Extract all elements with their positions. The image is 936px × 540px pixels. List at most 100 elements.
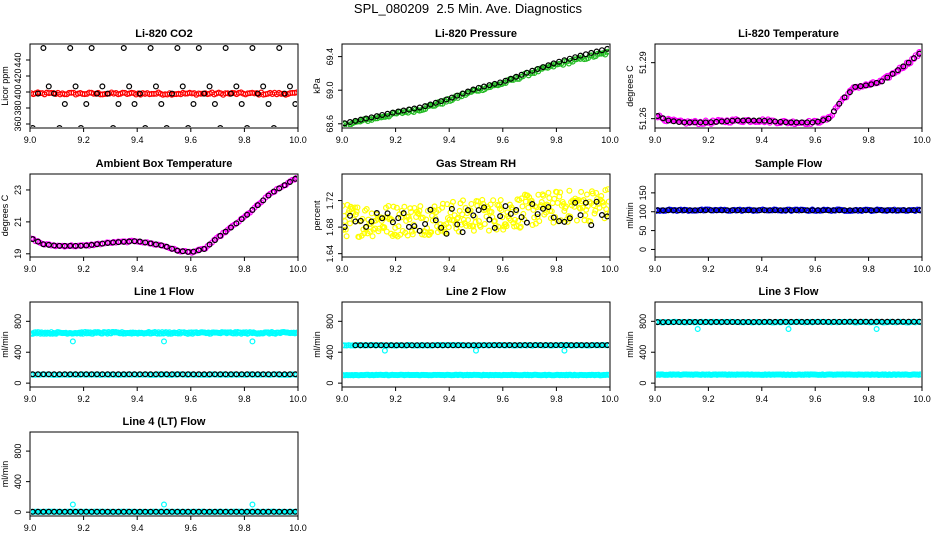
x-tick-label: 9.2 [702, 135, 715, 145]
data-point [401, 203, 408, 210]
data-point [161, 338, 168, 345]
data-point [473, 347, 480, 354]
data-point [589, 190, 596, 197]
y-axis-label: ml/min [625, 331, 635, 358]
data-point [523, 69, 530, 76]
x-tick-label: 9.4 [131, 523, 144, 533]
plot-frame [29, 301, 299, 388]
data-point [211, 237, 218, 244]
data-point [45, 241, 52, 248]
y-tick-label: 21 [13, 217, 23, 227]
data-point [294, 329, 297, 336]
data-point [588, 49, 595, 56]
data-point [408, 208, 415, 215]
x-tick-label: 10.0 [913, 264, 931, 274]
data-point [550, 219, 557, 226]
data-point [238, 216, 245, 223]
y-tick-label: 400 [13, 345, 23, 360]
data-point [536, 218, 543, 225]
points-sample-flow [656, 206, 921, 214]
series [656, 207, 921, 214]
data-point [292, 371, 297, 378]
series [381, 347, 568, 354]
data-point [459, 90, 466, 97]
data-point [40, 45, 47, 51]
data-point [539, 205, 546, 212]
data-point [529, 201, 536, 208]
data-point [573, 217, 580, 224]
x-tick-label: 9.8 [550, 394, 563, 404]
data-point [916, 207, 921, 214]
x-tick-label: 9.8 [238, 394, 251, 404]
data-point [466, 223, 473, 230]
series [31, 371, 297, 378]
data-point [599, 199, 606, 206]
data-point [448, 94, 455, 101]
y-tick-label: 51.29 [638, 51, 648, 74]
data-point [918, 371, 921, 378]
data-point [254, 202, 261, 209]
series [343, 198, 609, 237]
data-point [897, 207, 904, 214]
data-point [152, 241, 159, 248]
data-point [857, 83, 864, 90]
data-point [369, 233, 376, 240]
data-point [386, 216, 393, 223]
data-point [516, 224, 523, 231]
y-axis-label: percent [312, 200, 322, 231]
data-point [495, 223, 502, 230]
data-point [265, 100, 272, 107]
data-point [357, 116, 364, 123]
data-point [439, 204, 446, 211]
data-point [407, 205, 414, 212]
data-point [486, 82, 493, 89]
data-point [249, 338, 256, 345]
series [31, 175, 297, 255]
data-point [454, 214, 461, 221]
data-point [401, 342, 408, 349]
data-point [244, 211, 251, 218]
y-axis-label: ml/min [0, 331, 10, 358]
data-point [448, 205, 455, 212]
x-tick-label: 9.2 [702, 264, 715, 274]
data-point [131, 100, 138, 107]
data-point [916, 318, 921, 325]
data-point [529, 221, 536, 228]
y-tick-label: 1.72 [325, 192, 335, 210]
data-point [480, 200, 487, 207]
x-tick-label: 9.2 [77, 135, 90, 145]
data-point [136, 90, 143, 97]
data-point [563, 203, 570, 210]
x-tick-label: 9.2 [389, 264, 402, 274]
data-point [529, 67, 536, 74]
data-point [468, 342, 475, 349]
series [656, 50, 921, 126]
y-axis-label: kPa [312, 78, 322, 94]
data-point [427, 101, 434, 108]
panel-title: Line 3 Flow [759, 286, 819, 298]
data-point [161, 501, 168, 508]
data-point [206, 241, 213, 248]
plot-frame [29, 431, 299, 517]
data-point [497, 197, 504, 204]
x-tick-label: 10.0 [601, 264, 619, 274]
data-point [873, 326, 880, 333]
x-tick-label: 9.0 [24, 394, 37, 404]
x-tick-label: 9.8 [550, 135, 563, 145]
data-point [593, 198, 600, 205]
data-point [472, 219, 479, 226]
y-axis-label: degrees C [625, 65, 635, 107]
data-point [147, 45, 154, 51]
data-point [43, 330, 50, 337]
y-axis-label: ml/min [0, 461, 10, 488]
data-point [352, 218, 359, 225]
x-tick-label: 9.4 [756, 394, 769, 404]
data-point [217, 125, 224, 127]
data-point [152, 83, 159, 90]
data-point [656, 207, 659, 214]
x-tick-label: 10.0 [913, 135, 931, 145]
y-tick-label: 0 [13, 510, 23, 515]
y-tick-label: 380 [13, 100, 23, 115]
data-point [878, 78, 885, 85]
